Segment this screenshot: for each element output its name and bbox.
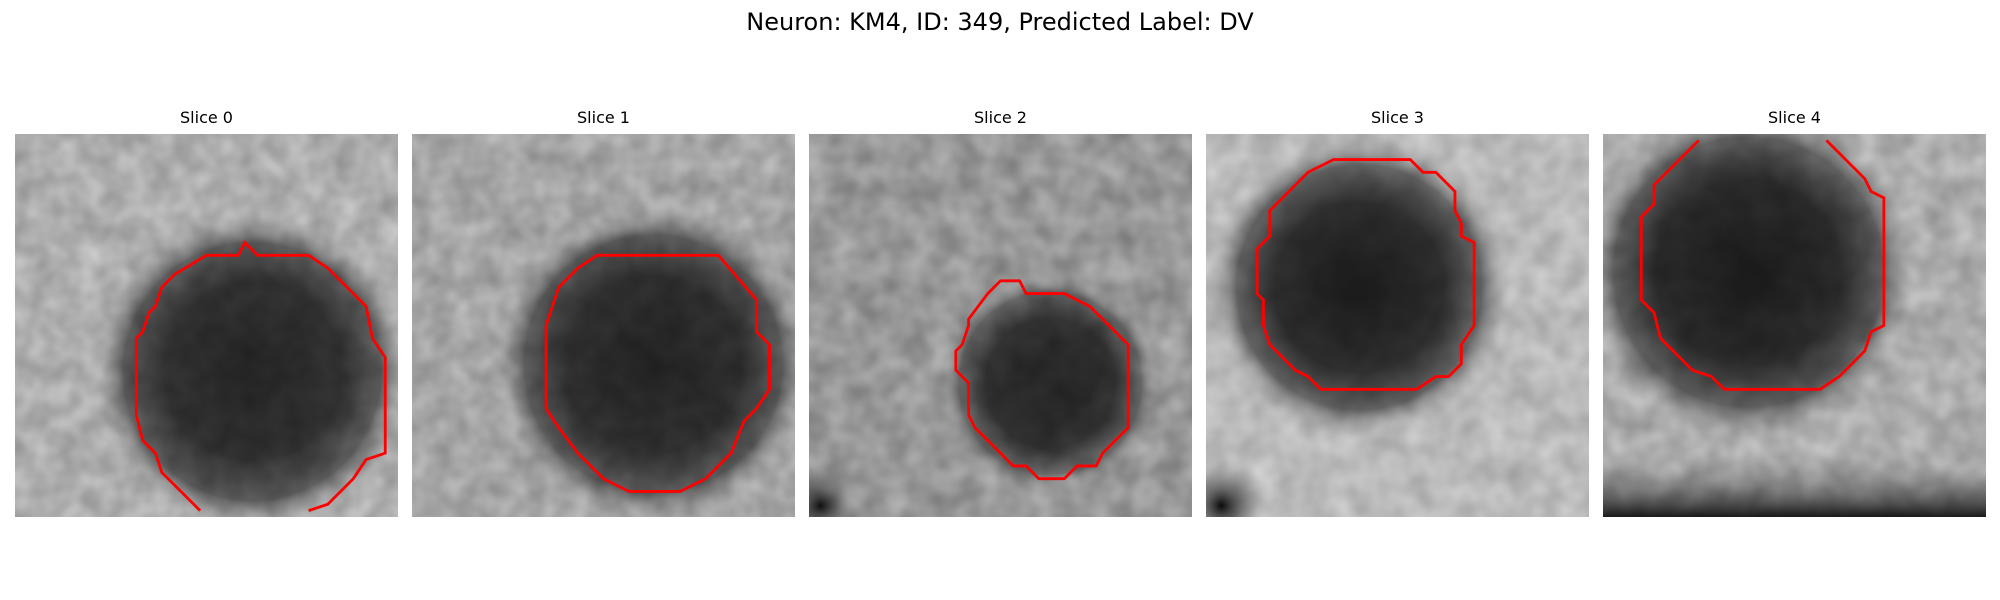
contour-0	[134, 240, 387, 512]
figure-title: Neuron: KM4, ID: 349, Predicted Label: D…	[746, 8, 1254, 36]
slice-title-2: Slice 2	[974, 108, 1027, 127]
contour-1	[544, 253, 771, 493]
slice-image-4	[1603, 134, 1986, 517]
slice-image-0	[15, 134, 398, 517]
slice-title-1: Slice 1	[577, 108, 630, 127]
slice-title-3: Slice 3	[1371, 108, 1424, 127]
contour-4	[1639, 139, 1886, 391]
slice-title-0: Slice 0	[180, 108, 233, 127]
contour-3	[1255, 158, 1476, 391]
contour-2	[954, 279, 1130, 481]
slice-image-1	[412, 134, 795, 517]
slice-title-4: Slice 4	[1768, 108, 1821, 127]
slice-image-2	[809, 134, 1192, 517]
slice-image-3	[1206, 134, 1589, 517]
